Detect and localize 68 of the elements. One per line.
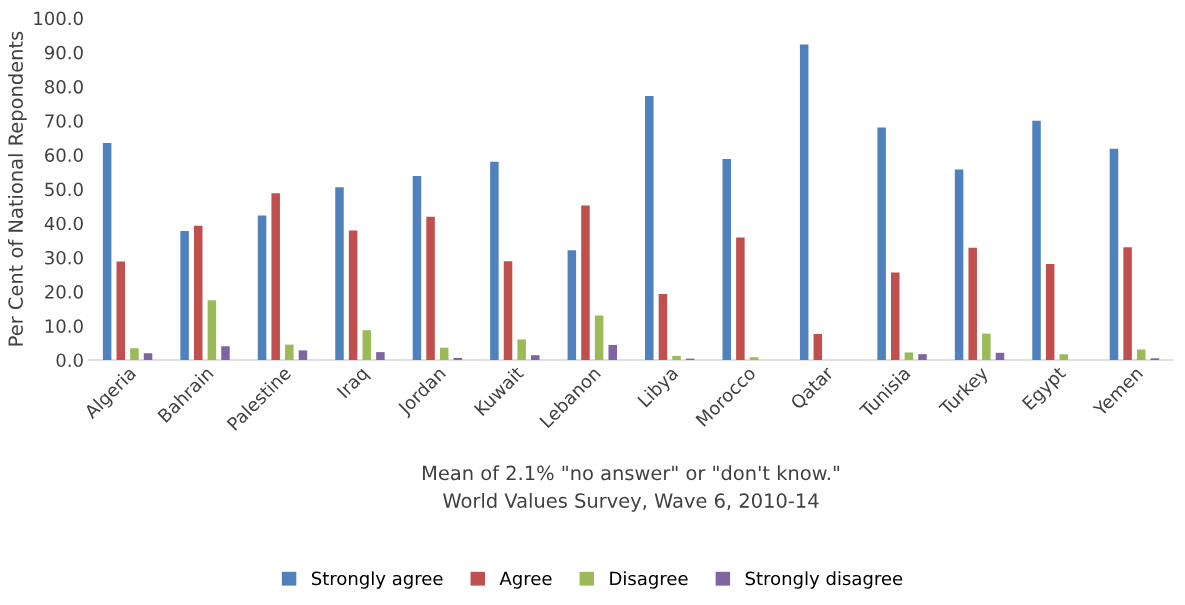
bar	[736, 237, 745, 360]
legend-label: Agree	[499, 571, 552, 589]
y-axis-title: Per Cent of National Repondents	[7, 31, 27, 346]
bar	[271, 193, 280, 360]
bar	[143, 353, 153, 360]
bar	[257, 215, 267, 360]
bar	[426, 216, 435, 360]
bar	[335, 187, 344, 360]
bar	[982, 333, 991, 360]
bar	[412, 176, 422, 360]
bar	[221, 346, 230, 360]
y-tick-label: 10.0	[45, 319, 83, 333]
bar	[567, 250, 577, 360]
bar	[116, 261, 126, 360]
x-tick-label: Iraq	[336, 366, 372, 401]
bar	[490, 161, 499, 360]
y-tick-label: 50.0	[45, 182, 83, 197]
bar	[594, 315, 604, 360]
y-tick-label: 40.0	[44, 216, 83, 231]
bar	[102, 142, 112, 360]
y-tick-label: 60.0	[45, 148, 83, 162]
bar	[877, 127, 886, 360]
bar	[1059, 354, 1069, 360]
bar	[891, 272, 900, 360]
bar	[954, 169, 964, 360]
y-tick-label: 0.0	[56, 353, 83, 368]
bar	[645, 96, 654, 360]
y-tick-label: 80.0	[45, 79, 83, 94]
bar	[722, 158, 731, 360]
y-tick-label: 30.0	[45, 250, 83, 265]
legend-label: Strongly disagree	[745, 571, 903, 589]
bar	[749, 357, 759, 360]
bar	[1032, 120, 1041, 360]
bar	[193, 225, 203, 360]
bar	[1109, 148, 1119, 360]
bar	[517, 339, 526, 360]
bar	[1136, 349, 1146, 360]
bar	[531, 355, 540, 360]
bar	[968, 247, 977, 360]
bar	[672, 355, 681, 360]
bar	[348, 230, 358, 360]
x-axis-title: Mean of 2.1% "no answer" or "don't know." World Values Survey, Wave 6, 2010-14	[423, 465, 840, 512]
bar	[180, 231, 189, 360]
bar	[362, 330, 372, 360]
bar	[207, 300, 217, 360]
bar	[581, 205, 590, 360]
bar	[285, 344, 294, 360]
y-tick-label: 100.0	[34, 11, 83, 26]
bar	[658, 294, 668, 360]
legend-label: Strongly agree	[311, 571, 443, 589]
bar	[439, 347, 449, 360]
bar	[608, 344, 617, 360]
bar	[130, 348, 139, 360]
bar	[1045, 263, 1055, 360]
bar	[799, 44, 809, 360]
bar	[813, 334, 823, 360]
bar	[298, 350, 308, 360]
y-tick-label: 70.0	[45, 114, 83, 128]
legend-label: Disagree	[610, 571, 688, 589]
bar	[995, 352, 1005, 360]
bar	[1123, 247, 1132, 360]
y-tick-label: 20.0	[45, 285, 83, 299]
bar	[453, 357, 463, 360]
y-tick-label: 90.0	[44, 45, 83, 60]
bar	[904, 352, 914, 360]
bar	[503, 261, 513, 360]
bar	[376, 352, 385, 360]
bar	[918, 354, 927, 360]
